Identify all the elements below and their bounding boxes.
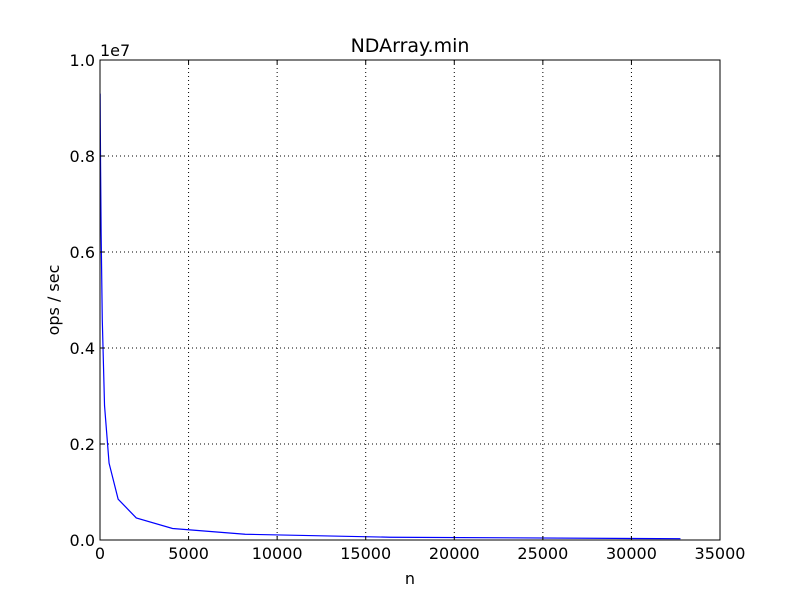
chart-title: NDArray.min	[351, 35, 470, 57]
x-tick-label: 25000	[517, 544, 568, 563]
series-layer	[99, 93, 681, 540]
x-tick-label: 5000	[168, 544, 209, 563]
y-axis-label: ops / sec	[44, 265, 63, 336]
plot-area-frame	[99, 59, 721, 541]
x-tick-label: 0	[95, 544, 105, 563]
y-tick-label: 0.6	[70, 243, 95, 262]
ticks-layer: 0 5000 10000 15000 20000 25000 30000 35000 0.0 0.…	[70, 51, 746, 563]
series-line-0	[99, 93, 681, 540]
y-tick-label: 1.0	[70, 51, 95, 70]
x-tick-label: 10000	[252, 544, 303, 563]
y-tick-label: 0.0	[70, 531, 95, 550]
x-axis-label: n	[405, 569, 415, 588]
x-tick-label: 30000	[606, 544, 657, 563]
y-tick-label: 0.2	[70, 435, 95, 454]
y-axis-offset-label: 1e7	[100, 41, 130, 60]
y-tick-label: 0.4	[70, 339, 95, 358]
x-tick-label: 20000	[429, 544, 480, 563]
grid	[100, 60, 720, 540]
x-tick-label: 15000	[340, 544, 391, 563]
x-tick-label: 35000	[695, 544, 746, 563]
y-tick-label: 0.8	[70, 147, 95, 166]
